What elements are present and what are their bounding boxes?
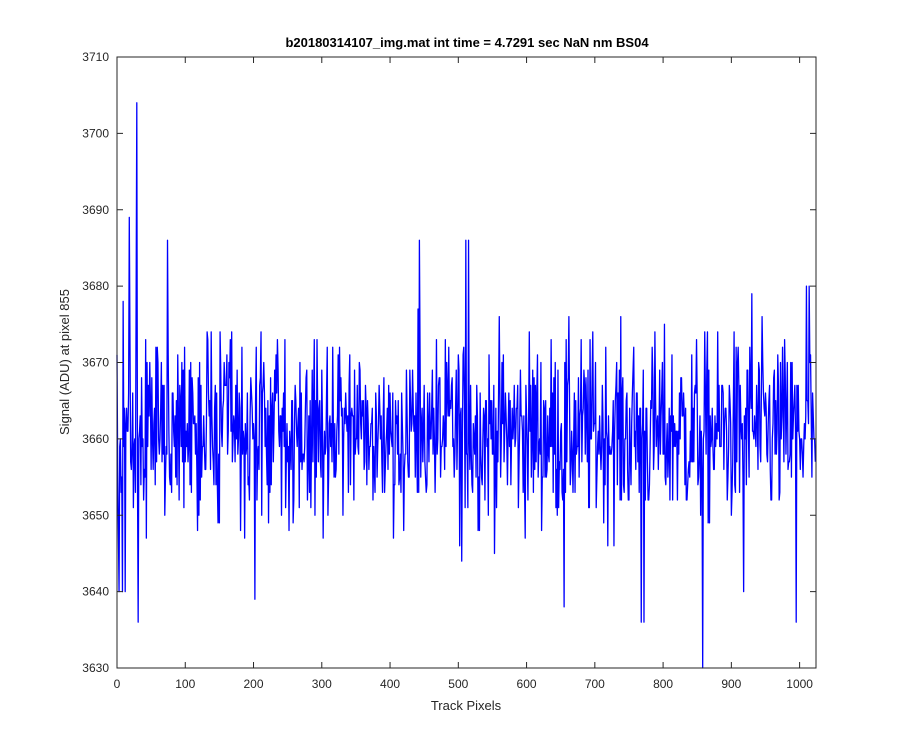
y-tick-label: 3670 xyxy=(82,356,109,370)
y-tick-label: 3660 xyxy=(82,432,109,446)
x-tick-label: 100 xyxy=(175,677,195,691)
y-tick-label: 3700 xyxy=(82,126,109,140)
x-tick-label: 700 xyxy=(585,677,605,691)
x-tick-label: 300 xyxy=(312,677,332,691)
y-tick-label: 3690 xyxy=(82,203,109,217)
y-tick-label: 3640 xyxy=(82,585,109,599)
chart-title: b20180314107_img.mat int time = 4.7291 s… xyxy=(285,35,649,50)
y-axis: 3630 3640 3650 3660 3670 3680 3690 3700 3710 xyxy=(82,50,816,675)
x-tick-label: 500 xyxy=(448,677,468,691)
x-tick-label: 200 xyxy=(244,677,264,691)
y-tick-label: 3630 xyxy=(82,661,109,675)
x-tick-label: 1000 xyxy=(786,677,813,691)
signal-path xyxy=(116,102,816,669)
x-tick-label: 400 xyxy=(380,677,400,691)
x-tick-label: 600 xyxy=(517,677,537,691)
x-tick-label: 900 xyxy=(721,677,741,691)
y-tick-label: 3710 xyxy=(82,50,109,64)
y-tick-label: 3650 xyxy=(82,508,109,522)
x-tick-label: 0 xyxy=(114,677,121,691)
y-axis-label: Signal (ADU) at pixel 855 xyxy=(57,289,72,435)
y-tick-label: 3680 xyxy=(82,279,109,293)
signal-line xyxy=(116,102,816,669)
x-axis-label: Track Pixels xyxy=(431,698,502,713)
x-axis: 0 100 200 300 400 500 600 700 800 900 1000 xyxy=(114,57,813,691)
x-tick-label: 800 xyxy=(653,677,673,691)
